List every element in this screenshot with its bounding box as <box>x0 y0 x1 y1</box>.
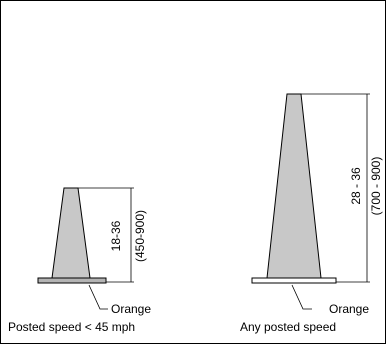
right-dimension-mm: (700 - 900) <box>369 157 383 216</box>
left-cone-base <box>37 277 107 284</box>
left-orange-leader <box>88 284 108 310</box>
right-cone-body <box>266 93 322 279</box>
right-dimension-inches: 28 - 36 <box>349 167 363 205</box>
left-caption: Posted speed < 45 mph <box>8 320 135 334</box>
right-orange-leader <box>291 284 312 310</box>
left-orange-label: Orange <box>111 302 151 316</box>
right-cone-base <box>251 277 337 284</box>
left-cone-body <box>51 187 91 279</box>
right-orange-label: Orange <box>329 302 369 316</box>
right-caption: Any posted speed <box>240 320 336 334</box>
right-cone-group: 28 - 36 (700 - 900) Orange Any posted sp… <box>240 93 383 334</box>
left-cone-group: 18-36 (450-900) Orange Posted speed < 45… <box>8 187 151 334</box>
left-dimension-mm: (450-900) <box>133 210 147 262</box>
left-dimension-inches: 18-36 <box>109 220 123 251</box>
